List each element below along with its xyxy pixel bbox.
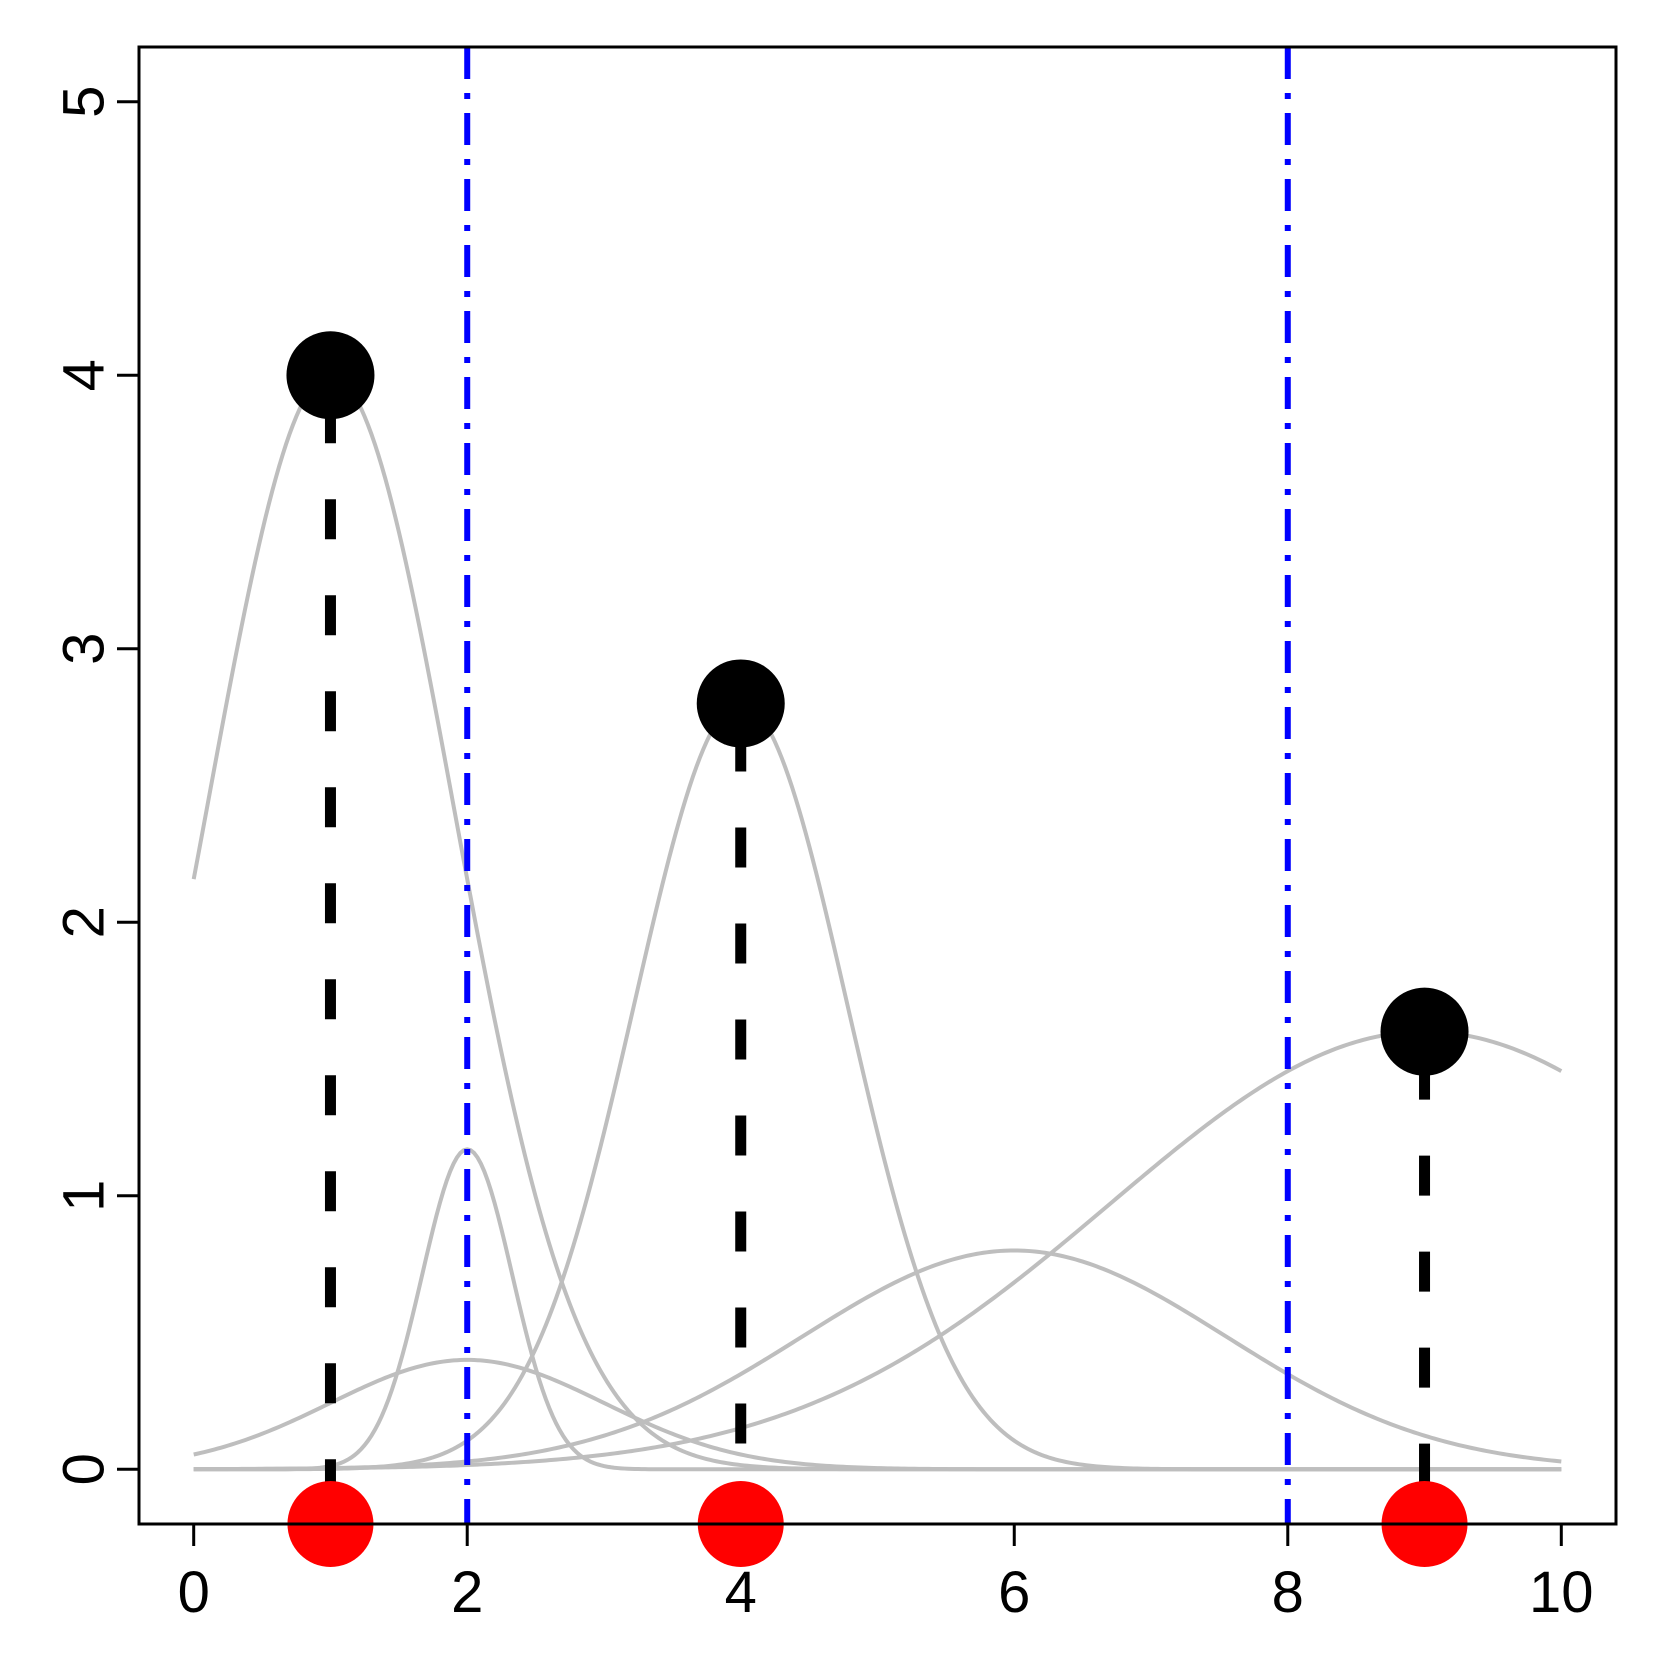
density-curve	[193, 1147, 1562, 1472]
peak-point	[696, 659, 785, 748]
x-tick-label: 8	[1272, 1560, 1304, 1625]
curve-group	[191, 373, 1563, 1472]
y-axis: 0 1 2 3 4 5	[52, 86, 139, 1485]
plot-frame	[137, 45, 1618, 1526]
x-tick-label: 10	[1529, 1560, 1594, 1625]
vline-group	[464, 47, 1291, 1524]
peak-point	[286, 331, 375, 420]
y-tick-label: 2	[52, 906, 117, 938]
y-tick-label: 0	[52, 1453, 117, 1485]
density-curve	[193, 1357, 1562, 1472]
y-tick-label: 5	[52, 86, 117, 118]
x-tick-label: 4	[725, 1560, 757, 1625]
x-tick-label: 0	[178, 1560, 210, 1625]
stem-group	[324, 375, 1431, 1524]
density-curve	[191, 373, 1562, 1472]
peak-point	[1380, 987, 1469, 1076]
plot-area	[191, 47, 1563, 1567]
density-curve	[193, 1248, 1562, 1472]
density-curve	[193, 1029, 1563, 1472]
density-curve	[193, 701, 1562, 1472]
y-tick-label: 1	[52, 1180, 117, 1212]
y-tick-label: 4	[52, 359, 117, 391]
peak-group	[286, 331, 1469, 1076]
x-tick-label: 6	[998, 1560, 1030, 1625]
x-tick-label: 2	[451, 1560, 483, 1625]
x-axis: 0 2 4 6 8 10	[178, 1524, 1594, 1625]
y-tick-label: 3	[52, 633, 117, 665]
